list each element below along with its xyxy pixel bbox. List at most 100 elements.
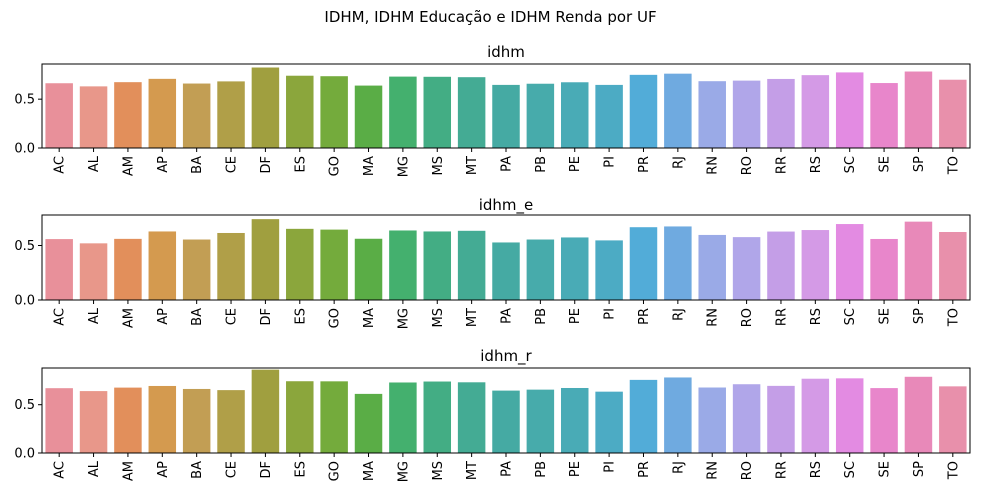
x-tick-label-ma: MA [362,156,377,176]
x-tick-label-ma: MA [362,308,377,328]
bar-am [114,82,142,148]
x-tick-label-ac: AC [53,308,68,326]
x-tick-label-pa: PA [500,308,515,324]
bar-pr [629,227,658,300]
x-tick-label-go: GO [328,461,343,481]
x-tick-label-df: DF [259,461,274,479]
bar-mt [457,77,486,148]
x-tick-label-ro: RO [740,461,755,480]
bar-ro [732,384,761,453]
bar-pb [526,83,555,148]
chart-title: idhm_r [480,347,532,366]
bar-ap [148,385,177,453]
bar-ma [354,85,383,148]
figure-suptitle: IDHM, IDHM Educação e IDHM Renda por UF [324,8,657,26]
x-tick-label-rj: RJ [671,461,686,474]
x-tick-label-sc: SC [843,461,858,478]
x-tick-label-rs: RS [809,156,824,173]
bar-pa [492,242,520,300]
x-tick-label-pe: PE [568,156,583,172]
chart-panel-idhm-e: idhm_e 0.0 0.5 AC AL AM AP BA CE DF ES GO MA MG MS MT PA… [14,196,971,329]
x-tick-label-se: SE [878,308,893,324]
x-tick-label-rr: RR [774,461,789,479]
y-tick-label: 0.0 [14,294,35,309]
x-tick-label-pe: PE [568,308,583,324]
bar-rj [664,377,692,453]
x-tick-label-rn: RN [706,308,721,327]
x-tick-label-rj: RJ [671,308,686,321]
x-tick-label-se: SE [878,461,893,477]
x-tick-label-mg: MG [396,461,411,482]
bar-df [251,369,280,453]
bar-rs [801,230,830,300]
x-tick-label-rj: RJ [671,156,686,169]
bar-ms [423,76,452,148]
x-tick-label-mt: MT [465,156,480,175]
bar-pa [492,390,520,453]
bar-am [114,387,142,453]
bar-df [251,219,280,300]
bar-al [79,86,108,148]
x-tick-label-go: GO [328,156,343,176]
x-tick-label-pr: PR [637,308,652,325]
bar-ce [217,390,245,453]
x-tick-label-ma: MA [362,461,377,481]
x-tick-label-df: DF [259,308,274,326]
bar-sc [835,378,864,453]
bar-ms [423,381,452,453]
bar-go [320,381,348,453]
x-tick-label-pb: PB [534,461,549,478]
bar-es [286,381,314,453]
x-tick-label-sp: SP [912,308,927,324]
bar-go [320,229,348,300]
x-tick-label-ro: RO [740,308,755,327]
x-tick-label-pi: PI [603,308,618,320]
x-tick-label-mt: MT [465,308,480,327]
x-tick-label-pb: PB [534,308,549,325]
bar-sp [904,221,933,300]
x-tick-label-pr: PR [637,156,652,173]
x-tick-label-ba: BA [190,461,205,479]
x-tick-label-rr: RR [774,156,789,174]
x-tick-label-ac: AC [53,461,68,479]
x-tick-label-am: AM [121,308,136,328]
x-tick-label-rn: RN [706,156,721,175]
bar-pb [526,239,555,300]
bar-se [870,388,898,453]
bar-pi [595,391,623,453]
x-tick-label-pi: PI [603,461,618,473]
bar-go [320,76,348,148]
bar-se [870,83,898,148]
bar-df [251,67,280,148]
x-tick-label-sc: SC [843,156,858,173]
bar-pb [526,389,555,453]
bar-ap [148,231,177,300]
bar-ce [217,81,245,148]
bar-rs [801,378,830,453]
chart-title: idhm_e [479,196,534,215]
x-tick-label-es: ES [293,308,308,324]
bar-pe [560,237,589,300]
y-tick-label: 0.0 [14,142,35,157]
x-tick-label-es: ES [293,156,308,172]
bar-se [870,238,898,300]
y-tick-label: 0.5 [14,239,35,254]
bar-ms [423,231,452,300]
bar-pi [595,240,623,300]
bar-es [286,228,314,300]
bar-ba [182,388,211,453]
x-tick-label-ap: AP [156,308,171,325]
x-tick-label-sp: SP [912,156,927,172]
x-tick-label-mg: MG [396,308,411,329]
x-tick-label-ce: CE [225,308,240,325]
bar-mg [389,76,417,148]
x-tick-label-sp: SP [912,461,927,477]
bar-mt [457,382,486,453]
bar-rn [698,234,726,300]
chart-title: idhm [487,43,525,61]
x-tick-label-pb: PB [534,156,549,173]
bar-sc [835,72,864,148]
x-tick-label-ms: MS [431,308,446,327]
x-tick-label-ap: AP [156,461,171,478]
